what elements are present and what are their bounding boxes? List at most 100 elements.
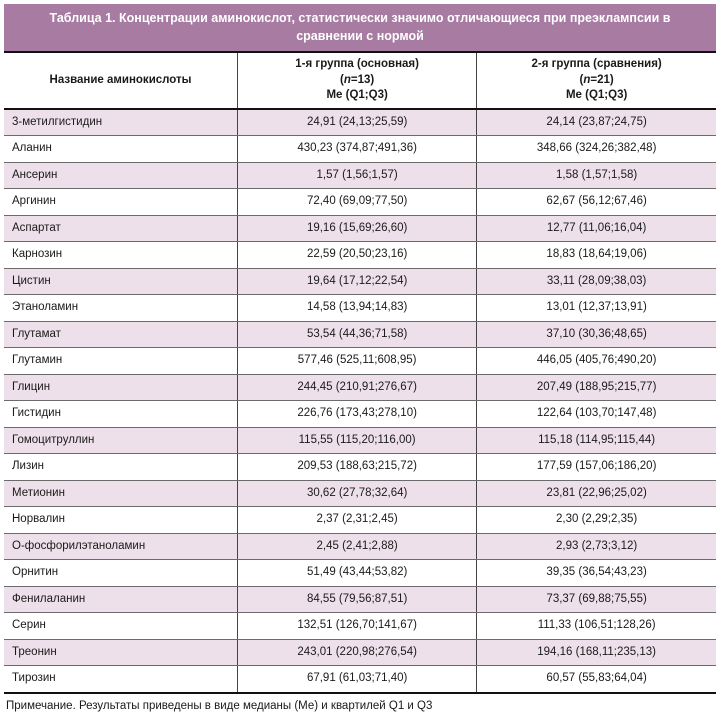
group2-value: 23,81 (22,96;25,02) — [476, 480, 716, 508]
table-row: Метионин 30,62 (27,78;32,64) 23,81 (22,9… — [4, 480, 716, 508]
group2-value: 24,14 (23,87;24,75) — [476, 108, 716, 137]
amino-name: Гомоцитруллин — [4, 427, 238, 455]
group1-value: 132,51 (126,70;141,67) — [237, 612, 477, 640]
amino-name: О-фосфорилэтаноламин — [4, 533, 238, 561]
table-row: О-фосфорилэтаноламин 2,45 (2,41;2,88) 2,… — [4, 533, 716, 561]
amino-name: Аргинин — [4, 188, 238, 216]
group2-value: 207,49 (188,95;215,77) — [476, 374, 716, 402]
group2-value: 33,11 (28,09;38,03) — [476, 268, 716, 296]
group1-value: 51,49 (43,44;53,82) — [237, 559, 477, 587]
amino-name: Лизин — [4, 453, 238, 481]
table-row: Аланин 430,23 (374,87;491,36) 348,66 (32… — [4, 135, 716, 163]
group2-value: 37,10 (30,36;48,65) — [476, 321, 716, 349]
group2-n-close: =21) — [590, 73, 614, 86]
table-row: 3-метилгистидин 24,91 (24,13;25,59) 24,1… — [4, 108, 716, 137]
group1-value: 14,58 (13,94;14,83) — [237, 294, 477, 322]
group1-value: 430,23 (374,87;491,36) — [237, 135, 477, 163]
group1-n: n — [343, 73, 351, 86]
group2-n-open: ( — [579, 73, 584, 86]
group1-value: 19,64 (17,12;22,54) — [237, 268, 477, 296]
amino-name: Глутамин — [4, 347, 238, 375]
group1-value: 22,59 (20,50;23,16) — [237, 241, 477, 269]
group1-value: 115,55 (115,20;116,00) — [237, 427, 477, 455]
header-row: Название аминокислоты 1-я группа (основн… — [4, 52, 716, 110]
group1-value: 19,16 (15,69;26,60) — [237, 215, 477, 243]
table-row: Лизин 209,53 (188,63;215,72) 177,59 (157… — [4, 453, 716, 481]
group2-value: 13,01 (12,37;13,91) — [476, 294, 716, 322]
amino-name: Аланин — [4, 135, 238, 163]
table-row: Глутамин 577,46 (525,11;608,95) 446,05 (… — [4, 347, 716, 375]
group1-value: 209,53 (188,63;215,72) — [237, 453, 477, 481]
group1-value: 24,91 (24,13;25,59) — [237, 108, 477, 137]
group2-value: 73,37 (69,88;75,55) — [476, 586, 716, 614]
table-body: 3-метилгистидин 24,91 (24,13;25,59) 24,1… — [4, 108, 716, 694]
amino-name: Серин — [4, 612, 238, 640]
amino-name: Аспартат — [4, 215, 238, 243]
group2-value: 1,58 (1,57;1,58) — [476, 162, 716, 190]
amino-name: Глутамат — [4, 321, 238, 349]
group2-line1: 2-я группа (сравнения) — [531, 58, 662, 71]
amino-name: Гистидин — [4, 400, 238, 428]
group2-value: 2,93 (2,73;3,12) — [476, 533, 716, 561]
group2-value: 62,67 (56,12;67,46) — [476, 188, 716, 216]
header-group2: 2-я группа (сравнения) (n=21) Ме (Q1;Q3) — [476, 52, 716, 110]
amino-name: Ансерин — [4, 162, 238, 190]
table-row: Орнитин 51,49 (43,44;53,82) 39,35 (36,54… — [4, 559, 716, 587]
table-page: Таблица 1. Концентрации аминокислот, ста… — [4, 4, 716, 720]
group1-value: 67,91 (61,03;71,40) — [237, 665, 477, 694]
group1-value: 244,45 (210,91;276,67) — [237, 374, 477, 402]
amino-name: Тирозин — [4, 665, 238, 694]
table-header: Название аминокислоты 1-я группа (основн… — [4, 52, 716, 110]
amino-name: Этаноламин — [4, 294, 238, 322]
table-footnote: Примечание. Результаты приведены в виде … — [6, 699, 433, 712]
amino-name: Глицин — [4, 374, 238, 402]
table-row: Тирозин 67,91 (61,03;71,40) 60,57 (55,83… — [4, 665, 716, 694]
group2-value: 446,05 (405,76;490,20) — [476, 347, 716, 375]
table-row: Гистидин 226,76 (173,43;278,10) 122,64 (… — [4, 400, 716, 428]
table-row: Треонин 243,01 (220,98;276,54) 194,16 (1… — [4, 639, 716, 667]
group1-value: 2,45 (2,41;2,88) — [237, 533, 477, 561]
group1-value: 1,57 (1,56;1,57) — [237, 162, 477, 190]
table-row: Цистин 19,64 (17,12;22,54) 33,11 (28,09;… — [4, 268, 716, 296]
group2-n: n — [583, 73, 591, 86]
group1-line1: 1-я группа (основная) — [295, 58, 419, 71]
table-row: Норвалин 2,37 (2,31;2,45) 2,30 (2,29;2,3… — [4, 506, 716, 534]
group2-value: 122,64 (103,70;147,48) — [476, 400, 716, 428]
amino-acid-table: Название аминокислоты 1-я группа (основн… — [4, 51, 716, 694]
group2-value: 177,59 (157,06;186,20) — [476, 453, 716, 481]
group1-value: 243,01 (220,98;276,54) — [237, 639, 477, 667]
table-row: Глицин 244,45 (210,91;276,67) 207,49 (18… — [4, 374, 716, 402]
table-row: Фенилаланин 84,55 (79,56;87,51) 73,37 (6… — [4, 586, 716, 614]
group1-line3: Ме (Q1;Q3) — [326, 89, 388, 102]
amino-name: Норвалин — [4, 506, 238, 534]
group2-value: 18,83 (18,64;19,06) — [476, 241, 716, 269]
group2-value: 348,66 (324,26;382,48) — [476, 135, 716, 163]
table-row: Гомоцитруллин 115,55 (115,20;116,00) 115… — [4, 427, 716, 455]
group1-value: 30,62 (27,78;32,64) — [237, 480, 477, 508]
table-row: Глутамат 53,54 (44,36;71,58) 37,10 (30,3… — [4, 321, 716, 349]
group2-value: 111,33 (106,51;128,26) — [476, 612, 716, 640]
group1-value: 72,40 (69,09;77,50) — [237, 188, 477, 216]
amino-name: 3-метилгистидин — [4, 108, 238, 137]
group2-value: 39,35 (36,54;43,23) — [476, 559, 716, 587]
amino-name: Фенилаланин — [4, 586, 238, 614]
table-row: Аргинин 72,40 (69,09;77,50) 62,67 (56,12… — [4, 188, 716, 216]
group1-n-close: =13) — [350, 73, 375, 86]
table-row: Ансерин 1,57 (1,56;1,57) 1,58 (1,57;1,58… — [4, 162, 716, 190]
header-group1: 1-я группа (основная) (n=13) Ме (Q1;Q3) — [237, 52, 477, 110]
header-amino-name: Название аминокислоты — [4, 52, 238, 110]
amino-name: Орнитин — [4, 559, 238, 587]
group1-value: 2,37 (2,31;2,45) — [237, 506, 477, 534]
group2-value: 60,57 (55,83;64,04) — [476, 665, 716, 694]
group2-value: 2,30 (2,29;2,35) — [476, 506, 716, 534]
group1-value: 53,54 (44,36;71,58) — [237, 321, 477, 349]
group2-line3: Ме (Q1;Q3) — [565, 89, 628, 102]
table-title: Таблица 1. Концентрации аминокислот, ста… — [4, 4, 716, 52]
table-row: Аспартат 19,16 (15,69;26,60) 12,77 (11,0… — [4, 215, 716, 243]
group2-value: 194,16 (168,11;235,13) — [476, 639, 716, 667]
group1-n-open: ( — [340, 73, 344, 86]
group1-value: 226,76 (173,43;278,10) — [237, 400, 477, 428]
amino-name: Метионин — [4, 480, 238, 508]
group1-value: 84,55 (79,56;87,51) — [237, 586, 477, 614]
group1-value: 577,46 (525,11;608,95) — [237, 347, 477, 375]
